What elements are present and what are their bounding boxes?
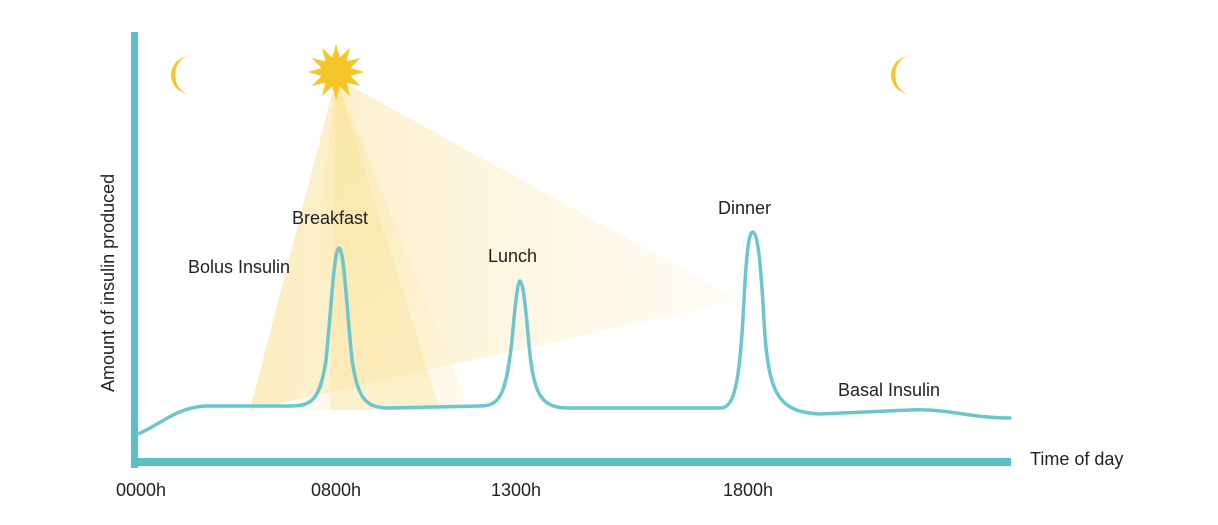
x-axis-line [131,458,1011,466]
y-axis-line [131,32,138,468]
insulin-curve [136,230,1012,436]
sunlight-beam-mid [300,78,470,410]
annotation-basal-insulin: Basal Insulin [838,380,940,400]
sun-icon [308,44,364,100]
moon-icon [891,56,910,94]
axes [131,32,1011,468]
tick-label-1300h: 1300h [491,480,541,500]
annotation-bolus-insulin: Bolus Insulin [188,257,290,277]
x-axis-label: Time of day [1030,449,1123,469]
sunlight-beam-center [330,78,440,410]
sun-core [323,59,349,85]
tick-label-0000h: 0000h [116,480,166,500]
sunlight-beams [250,78,740,410]
y-axis-label: Amount of insulin produced [98,174,118,392]
moon-icon [171,56,190,94]
annotation-lunch: Lunch [488,246,537,266]
tick-label-1800h: 1800h [723,480,773,500]
annotation-dinner: Dinner [718,198,771,218]
tick-label-0800h: 0800h [311,480,361,500]
annotation-breakfast: Breakfast [292,208,368,228]
